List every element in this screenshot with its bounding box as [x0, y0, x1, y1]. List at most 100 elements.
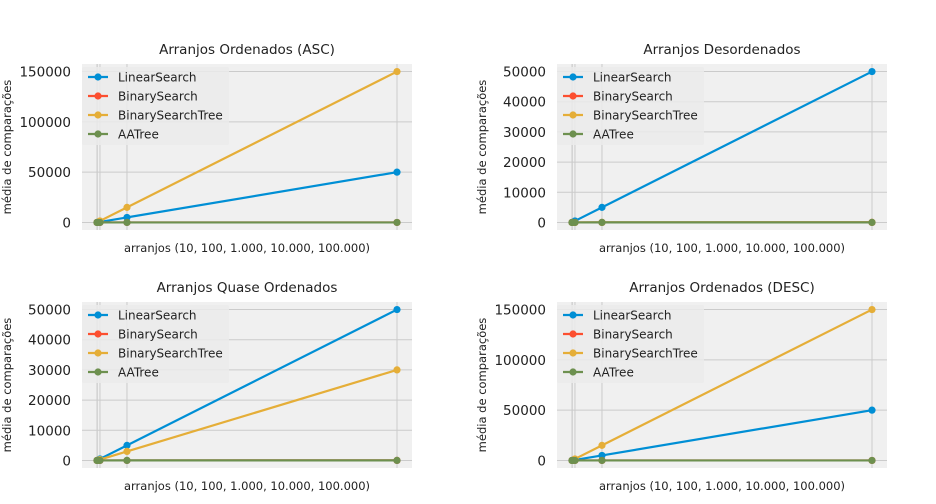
data-point-aatree [868, 456, 876, 465]
y-tick-label: 150000 [494, 303, 546, 319]
legend-swatch-marker [569, 330, 577, 338]
legend-box [557, 67, 704, 145]
legend-swatch-marker [94, 330, 102, 338]
legend: LinearSearch BinarySearch BinarySearchTree… [82, 67, 229, 145]
y-tick-label: 100000 [494, 353, 546, 369]
legend-label: BinarySearch [118, 90, 198, 104]
legend-label: AATree [593, 366, 634, 380]
data-point-binarysearchtree [393, 67, 401, 76]
data-point-aatree [123, 218, 131, 227]
y-tick-label: 50000 [28, 165, 71, 181]
data-point-linearsearch [598, 203, 606, 211]
legend-label: LinearSearch [593, 71, 672, 85]
data-point-binarysearchtree [123, 203, 131, 211]
data-point-aatree [393, 218, 401, 227]
data-point-linearsearch [393, 305, 401, 314]
data-point-aatree [123, 456, 131, 465]
series-aatree [568, 218, 876, 227]
x-axis-label: arranjos (10, 100, 1.000, 10.000, 100.00… [599, 241, 845, 255]
chart-panel-4: 0 50000 100000 150000 Arranjos Ordenados (DE… [475, 280, 887, 493]
series-aatree [93, 218, 401, 227]
y-axis-label: média de comparações [0, 80, 14, 215]
legend-label: AATree [593, 128, 634, 142]
data-point-aatree [96, 456, 104, 465]
y-axis-label: média de comparações [475, 80, 489, 215]
legend-label: AATree [118, 128, 159, 142]
chart-title: Arranjos Desordenados [643, 42, 800, 58]
x-axis-label: arranjos (10, 100, 1.000, 10.000, 100.00… [124, 479, 370, 493]
legend-box [82, 67, 229, 145]
legend-swatch-marker [94, 311, 102, 319]
legend-swatch-marker [94, 92, 102, 100]
series-aatree [93, 456, 401, 465]
data-point-aatree [571, 218, 579, 227]
legend-label: BinarySearchTree [593, 347, 698, 361]
y-tick-label: 50000 [503, 403, 546, 419]
chart-title: Arranjos Quase Ordenados [157, 280, 338, 296]
legend-label: BinarySearch [118, 328, 198, 342]
legend-swatch-marker [569, 311, 577, 319]
y-tick-label: 150000 [19, 65, 71, 81]
series-aatree [568, 456, 876, 465]
legend-label: BinarySearchTree [593, 109, 698, 123]
legend-label: LinearSearch [118, 71, 197, 85]
y-tick-label: 100000 [19, 115, 71, 131]
y-tick-label: 50000 [28, 303, 71, 319]
data-point-aatree [868, 218, 876, 227]
y-tick-label: 30000 [503, 125, 546, 141]
y-tick-label: 50000 [503, 65, 546, 81]
y-tick-label: 0 [62, 453, 71, 469]
legend-swatch-marker [94, 111, 102, 119]
legend-swatch-marker [569, 368, 577, 376]
y-tick-label: 0 [537, 215, 546, 231]
legend-label: BinarySearch [593, 328, 673, 342]
y-tick-label: 20000 [28, 393, 71, 409]
data-point-aatree [571, 456, 579, 465]
y-tick-label: 30000 [28, 363, 71, 379]
chart-panel-3: 0 10000 20000 30000 40000 50000 Arranjos Quase… [0, 280, 412, 493]
legend-label: BinarySearch [593, 90, 673, 104]
data-point-binarysearchtree [598, 441, 606, 449]
y-tick-label: 10000 [503, 185, 546, 201]
y-axis-label: média de comparações [0, 318, 14, 453]
data-point-aatree [598, 218, 606, 227]
legend: LinearSearch BinarySearch BinarySearchTree… [557, 305, 704, 383]
legend-swatch-marker [569, 111, 577, 119]
data-point-binarysearchtree [123, 447, 131, 455]
legend-box [557, 305, 704, 383]
data-point-binarysearchtree [868, 305, 876, 314]
chart-panel-2: 0 10000 20000 30000 40000 50000 Arranjos Desor… [475, 42, 887, 255]
legend-swatch-marker [94, 349, 102, 357]
y-tick-label: 0 [62, 215, 71, 231]
legend-swatch-marker [569, 73, 577, 81]
legend-box [82, 305, 229, 383]
legend-label: BinarySearchTree [118, 109, 223, 123]
chart-title: Arranjos Ordenados (ASC) [159, 42, 335, 58]
data-point-binarysearchtree [393, 366, 401, 374]
legend-swatch-marker [569, 130, 577, 138]
y-tick-label: 40000 [28, 333, 71, 349]
legend: LinearSearch BinarySearch BinarySearchTree… [557, 67, 704, 145]
y-tick-label: 10000 [28, 423, 71, 439]
legend-label: LinearSearch [593, 309, 672, 323]
legend-swatch-marker [94, 73, 102, 81]
y-axis-label: média de comparações [475, 318, 489, 453]
legend-swatch-marker [94, 368, 102, 376]
data-point-aatree [96, 218, 104, 227]
legend-label: LinearSearch [118, 309, 197, 323]
y-tick-label: 20000 [503, 155, 546, 171]
legend-swatch-marker [94, 130, 102, 138]
data-point-linearsearch [393, 168, 401, 176]
legend: LinearSearch BinarySearch BinarySearchTree… [82, 305, 229, 383]
data-point-aatree [598, 456, 606, 465]
legend-swatch-marker [569, 349, 577, 357]
legend-label: BinarySearchTree [118, 347, 223, 361]
x-axis-label: arranjos (10, 100, 1.000, 10.000, 100.00… [124, 241, 370, 255]
data-point-linearsearch [123, 441, 131, 449]
data-point-aatree [393, 456, 401, 465]
legend-swatch-marker [569, 92, 577, 100]
y-tick-label: 0 [537, 453, 546, 469]
y-tick-label: 40000 [503, 95, 546, 111]
legend-label: AATree [118, 366, 159, 380]
